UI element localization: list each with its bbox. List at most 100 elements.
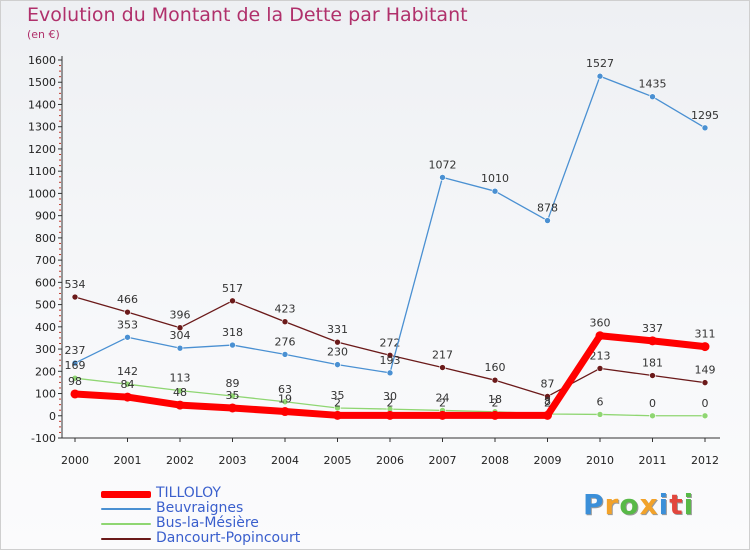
- legend-label: Dancourt-Popincourt: [156, 530, 301, 546]
- data-label: 304: [170, 329, 191, 342]
- data-point: [124, 333, 131, 341]
- y-tick-label: 900: [35, 210, 56, 223]
- y-minor-tick: [59, 404, 61, 406]
- y-minor-tick: [59, 276, 61, 278]
- proxiti-logo: Proxiti: [583, 488, 694, 521]
- y-minor-tick: [59, 115, 61, 117]
- y-minor-tick: [59, 309, 61, 311]
- data-label: 331: [327, 323, 348, 336]
- logo-letter: r: [604, 488, 620, 521]
- y-minor-tick: [59, 254, 61, 256]
- y-minor-tick: [59, 354, 61, 356]
- x-tick-label: 2010: [586, 454, 614, 467]
- data-label: 2: [492, 396, 499, 409]
- data-label: 2: [544, 396, 551, 409]
- y-minor-tick: [59, 320, 61, 322]
- y-minor-tick: [59, 165, 61, 167]
- legend-item: Bus-la-Mésière: [101, 515, 259, 531]
- data-label: 276: [275, 335, 296, 348]
- data-label: 87: [541, 377, 555, 390]
- y-minor-tick: [59, 365, 61, 367]
- data-label: 2: [439, 396, 446, 409]
- y-minor-tick: [59, 65, 61, 67]
- x-tick-label: 2006: [376, 454, 404, 467]
- y-tick-label: 1100: [28, 165, 56, 178]
- y-minor-tick: [59, 343, 61, 344]
- data-point: [648, 336, 657, 346]
- data-label: 169: [65, 359, 86, 372]
- data-point: [490, 410, 500, 420]
- x-tick-label: 2012: [691, 454, 719, 467]
- y-minor-tick: [59, 426, 61, 428]
- data-label: 2: [387, 396, 394, 409]
- data-label: 423: [275, 303, 296, 316]
- y-tick-label: 500: [35, 299, 56, 312]
- data-point: [439, 174, 446, 181]
- data-label: 517: [222, 282, 243, 295]
- data-label: 193: [380, 354, 401, 367]
- data-label: 466: [117, 293, 138, 306]
- data-label: 1010: [481, 172, 509, 185]
- data-point: [124, 308, 131, 316]
- y-minor-tick: [59, 181, 61, 183]
- data-point: [386, 351, 394, 359]
- y-minor-tick: [59, 265, 61, 267]
- data-label: 237: [65, 344, 86, 357]
- data-label: 48: [173, 386, 187, 399]
- data-point: [596, 365, 604, 372]
- data-point: [175, 400, 185, 410]
- legend-swatch: [101, 523, 151, 525]
- data-label: 19: [278, 393, 292, 406]
- y-minor-tick: [59, 70, 61, 72]
- data-label: 1072: [429, 158, 457, 171]
- data-label: 181: [642, 357, 663, 370]
- y-minor-tick: [59, 409, 61, 411]
- data-point: [439, 364, 446, 371]
- y-minor-tick: [59, 209, 61, 211]
- y-tick-label: 700: [35, 254, 56, 267]
- data-point: [491, 187, 499, 195]
- logo-letter: i: [683, 488, 695, 521]
- data-point: [229, 341, 236, 349]
- y-minor-tick: [59, 387, 61, 389]
- data-point: [334, 361, 341, 368]
- data-label: 0: [649, 397, 656, 410]
- legend-label: Beuvraignes: [156, 500, 244, 516]
- y-minor-tick: [59, 92, 61, 94]
- data-point: [438, 410, 447, 420]
- data-label: 0: [702, 397, 709, 410]
- data-label: 160: [485, 361, 506, 374]
- y-tick-label: 0: [49, 410, 56, 423]
- data-label: 149: [695, 364, 716, 377]
- data-point: [71, 374, 79, 382]
- y-minor-tick: [59, 76, 61, 78]
- x-tick-label: 2007: [429, 454, 457, 467]
- data-point: [701, 124, 709, 132]
- y-minor-tick: [59, 315, 61, 317]
- data-label: 272: [380, 336, 401, 349]
- x-tick-label: 2008: [481, 454, 509, 467]
- data-point: [124, 380, 131, 388]
- data-label: 353: [117, 318, 138, 331]
- legend-swatch: [101, 538, 151, 540]
- y-minor-tick: [59, 359, 61, 361]
- y-tick-label: 300: [35, 343, 56, 356]
- data-label: 396: [170, 309, 191, 322]
- y-minor-tick: [59, 142, 61, 144]
- y-minor-tick: [59, 154, 61, 155]
- data-label: 113: [170, 372, 191, 385]
- y-tick-label: 1500: [28, 76, 56, 89]
- y-minor-tick: [59, 431, 61, 433]
- y-minor-tick: [59, 137, 61, 139]
- data-point: [386, 369, 394, 377]
- data-label: 230: [327, 346, 348, 359]
- legend-swatch: [101, 508, 151, 510]
- y-minor-tick: [59, 292, 61, 294]
- x-tick-label: 2003: [219, 454, 247, 467]
- y-minor-tick: [59, 187, 61, 189]
- x-tick-label: 2004: [271, 454, 299, 467]
- y-minor-tick: [59, 287, 61, 289]
- logo-letter: o: [619, 488, 640, 521]
